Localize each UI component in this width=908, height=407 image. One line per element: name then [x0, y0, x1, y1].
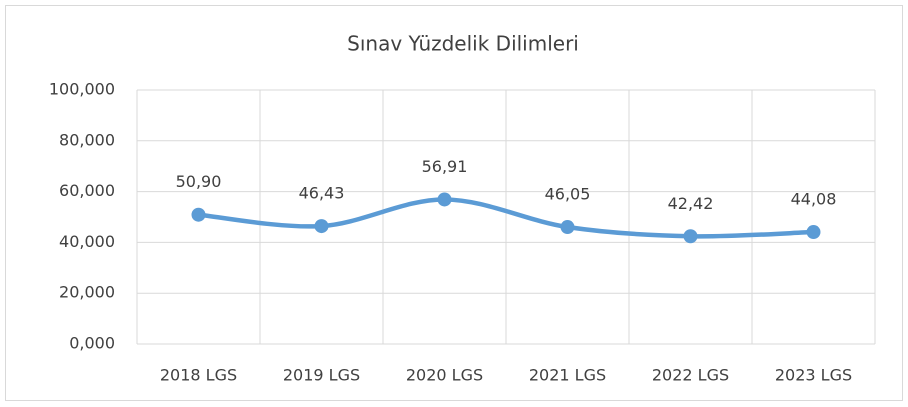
y-tick-label: 20,000 — [59, 283, 115, 302]
data-label: 42,42 — [668, 194, 714, 213]
x-tick-label: 2018 LGS — [160, 366, 237, 385]
point — [437, 192, 452, 207]
y-tick-label: 80,000 — [59, 130, 115, 149]
y-tick-label: 0,000 — [69, 334, 115, 353]
data-label: 46,05 — [545, 185, 591, 204]
point — [314, 219, 329, 234]
data-label: 44,08 — [791, 190, 837, 209]
point — [560, 220, 575, 235]
point — [683, 229, 698, 244]
point — [806, 225, 821, 240]
y-tick-label: 40,000 — [59, 232, 115, 251]
x-tick-label: 2020 LGS — [406, 366, 483, 385]
x-tick-label: 2022 LGS — [652, 366, 729, 385]
point — [191, 207, 206, 222]
data-label: 56,91 — [422, 157, 468, 176]
line — [196, 197, 816, 239]
chart-border — [5, 5, 903, 401]
x-tick-label: 2021 LGS — [529, 366, 606, 385]
y-tick-label: 100,000 — [49, 80, 115, 99]
chart-title: Sınav Yüzdelik Dilimleri — [347, 32, 579, 56]
y-tick-label: 60,000 — [59, 181, 115, 200]
data-label: 46,43 — [299, 184, 345, 203]
x-tick-label: 2019 LGS — [283, 366, 360, 385]
data-label: 50,90 — [176, 172, 222, 191]
x-tick-label: 2023 LGS — [775, 366, 852, 385]
